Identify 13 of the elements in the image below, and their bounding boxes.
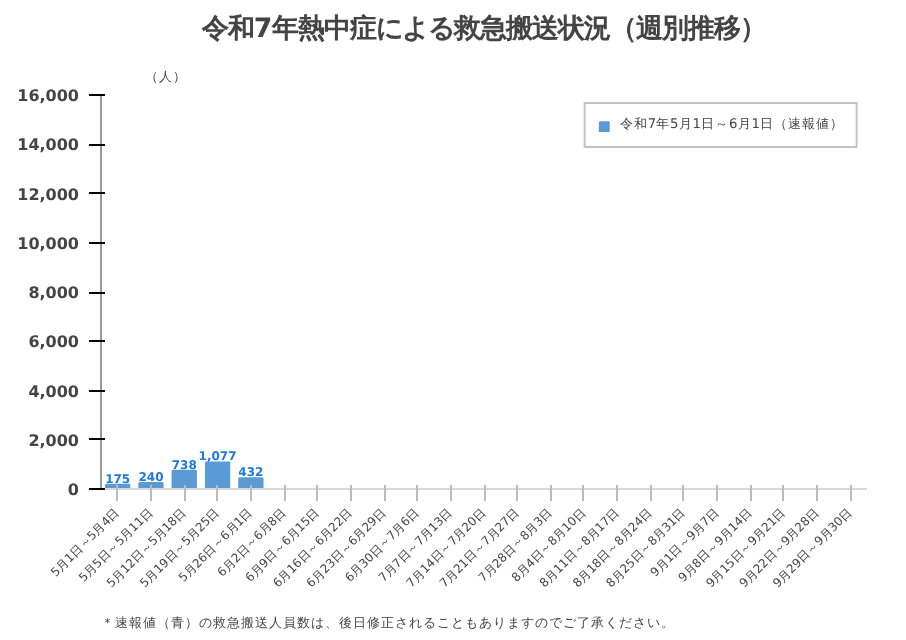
bar	[238, 477, 264, 489]
y-tick-label: 14,000	[17, 136, 80, 155]
chart-title: 令和7年熱中症による救急搬送状況（週別推移）	[199, 13, 767, 45]
y-tick-label: 0	[67, 481, 80, 499]
y-tick-label: 2,000	[28, 431, 80, 450]
y-tick-label: 6,000	[28, 333, 80, 352]
y-tick-label: 16,000	[17, 87, 80, 105]
bar	[171, 469, 197, 489]
y-tick-label: 10,000	[17, 234, 80, 253]
bar	[204, 461, 231, 489]
y-tick-label: 8,000	[28, 284, 80, 302]
y-tick-label: 4,000	[28, 382, 80, 401]
y-tick-label: 12,000	[17, 185, 80, 204]
